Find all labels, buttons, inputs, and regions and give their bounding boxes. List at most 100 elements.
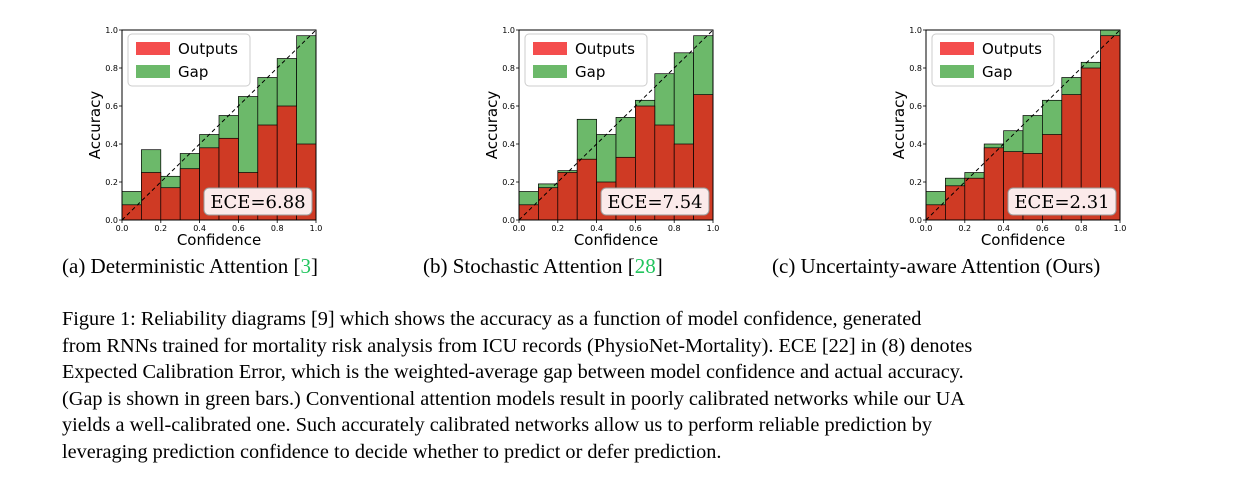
x-tick-label: 0.4 [997, 224, 1010, 233]
legend: Outputs Gap [127, 33, 251, 87]
plot-frame [121, 29, 317, 221]
figure-caption: Figure 1: Reliability diagrams [9] which… [62, 306, 1182, 465]
legend-label: Gap [982, 63, 1012, 81]
subcaption-label: (b) Stochastic Attention [ [423, 254, 635, 278]
y-tick-label: 0.4 [105, 140, 118, 149]
output-bar [179, 168, 200, 221]
output-bar [160, 187, 181, 221]
y-tick-label: 0.6 [909, 102, 922, 111]
subcaption-label: (c) Uncertainty-aware Attention (Ours) [772, 254, 1101, 278]
legend-label: Outputs [982, 40, 1042, 58]
legend-label: Outputs [178, 40, 238, 58]
legend-swatch [940, 65, 974, 78]
y-tick-label: 0.0 [909, 216, 922, 225]
ece-value: ECE=6.88 [210, 192, 305, 213]
citation-link[interactable]: 3 [300, 254, 312, 278]
caption-line-5: yields a well-calibrated one. Such accur… [62, 414, 933, 436]
x-tick-label: 0.6 [1036, 224, 1049, 233]
x-tick-label: 0.8 [1075, 224, 1088, 233]
output-bar [538, 187, 559, 221]
subcaption-label: (a) Deterministic Attention [ [62, 254, 301, 278]
diagonal-line [518, 29, 714, 221]
ece-box [203, 187, 313, 216]
y-tick-label: 0.8 [909, 64, 922, 73]
caption-line-1: Figure 1: Reliability diagrams [9] which… [62, 308, 922, 330]
y-tick-label: 0.4 [502, 140, 515, 149]
y-tick-label: 0.8 [502, 64, 515, 73]
x-axis-label: Confidence [981, 231, 1065, 249]
subcaption-close: ] [311, 254, 319, 278]
y-tick-label: 1.0 [502, 26, 515, 35]
ece-value: ECE=2.31 [1014, 192, 1109, 213]
x-tick-label: 1.0 [707, 224, 720, 233]
output-bar [945, 185, 966, 221]
x-tick-label: 0.0 [513, 224, 526, 233]
citation-link[interactable]: 28 [634, 254, 656, 278]
caption-line-6: leveraging prediction confidence to deci… [62, 440, 722, 463]
y-tick-label: 0.6 [105, 102, 118, 111]
reliability-diagram-a: 0.0 0.2 0.4 0.6 0.8 1.0 0.0 0.2 0.4 0.6 0.8 1.0 Conf… [86, 26, 323, 249]
ece-box [1007, 187, 1117, 216]
x-axis-label: Confidence [574, 231, 658, 249]
y-axis-label: Accuracy [890, 91, 908, 160]
subcaption-close: ] [655, 254, 663, 278]
ece-badge: ECE=6.88 [203, 187, 313, 216]
legend: Outputs Gap [931, 33, 1055, 87]
output-bar [964, 177, 985, 221]
y-tick-label: 0.0 [105, 216, 118, 225]
x-axis-label: Confidence [177, 231, 261, 249]
chart-panel-c: 0.0 0.2 0.4 0.6 0.8 1.0 0.0 0.2 0.4 0.6 0.8 1.0 Conf… [772, 0, 1180, 290]
diagonal-line [925, 29, 1121, 221]
y-tick-label: 0.0 [502, 216, 515, 225]
ece-badge: ECE=2.31 [1007, 187, 1117, 216]
legend-swatch [136, 42, 170, 55]
legend-label: Gap [575, 63, 605, 81]
plot-frame [925, 29, 1121, 221]
subcaption-c: (c) Uncertainty-aware Attention (Ours) [772, 254, 1100, 279]
y-axis-label: Accuracy [483, 91, 501, 160]
output-bar [576, 158, 597, 221]
x-tick-label: 0.2 [958, 224, 971, 233]
reliability-diagram-b: 0.0 0.2 0.4 0.6 0.8 1.0 0.0 0.2 0.4 0.6 0.8 1.0 Conf… [483, 26, 720, 249]
legend-swatch [533, 65, 567, 78]
y-tick-label: 0.6 [502, 102, 515, 111]
legend-label: Outputs [575, 40, 635, 58]
legend-label: Gap [178, 63, 208, 81]
x-tick-label: 0.6 [629, 224, 642, 233]
legend-swatch [533, 42, 567, 55]
x-tick-label: 0.8 [271, 224, 284, 233]
x-tick-label: 0.4 [193, 224, 206, 233]
output-bar [141, 172, 162, 221]
y-tick-label: 0.2 [502, 178, 515, 187]
plot-frame [518, 29, 714, 221]
x-tick-label: 0.8 [668, 224, 681, 233]
chart-panel-a: 0.0 0.2 0.4 0.6 0.8 1.0 0.0 0.2 0.4 0.6 0.8 1.0 Conf… [46, 0, 376, 290]
legend-swatch [136, 65, 170, 78]
y-tick-label: 0.8 [105, 64, 118, 73]
y-tick-label: 0.4 [909, 140, 922, 149]
caption-line-3: Expected Calibration Error, which is the… [62, 361, 964, 383]
output-bar [983, 147, 1004, 221]
x-tick-label: 0.0 [920, 224, 933, 233]
caption-line-4: (Gap is shown in green bars.) Convention… [62, 387, 965, 410]
x-tick-label: 0.2 [551, 224, 564, 233]
subcaption-b: (b) Stochastic Attention [28] [423, 254, 663, 279]
subcaption-a: (a) Deterministic Attention [3] [62, 254, 318, 279]
y-tick-label: 1.0 [105, 26, 118, 35]
reliability-diagram-c: 0.0 0.2 0.4 0.6 0.8 1.0 0.0 0.2 0.4 0.6 0.8 1.0 Conf… [890, 26, 1127, 249]
ece-value: ECE=7.54 [607, 192, 702, 213]
x-tick-label: 0.4 [590, 224, 603, 233]
chart-panel-b: 0.0 0.2 0.4 0.6 0.8 1.0 0.0 0.2 0.4 0.6 0.8 1.0 Conf… [423, 0, 773, 290]
diagonal-line [121, 29, 317, 221]
x-tick-label: 1.0 [310, 224, 323, 233]
legend: Outputs Gap [524, 33, 648, 87]
y-axis-label: Accuracy [86, 91, 104, 160]
ece-badge: ECE=7.54 [600, 187, 710, 216]
x-tick-label: 0.6 [232, 224, 245, 233]
x-tick-label: 1.0 [1114, 224, 1127, 233]
y-tick-label: 0.2 [105, 178, 118, 187]
y-tick-label: 1.0 [909, 26, 922, 35]
ece-box [600, 187, 710, 216]
legend-swatch [940, 42, 974, 55]
caption-line-2: from RNNs trained for mortality risk ana… [62, 334, 973, 357]
